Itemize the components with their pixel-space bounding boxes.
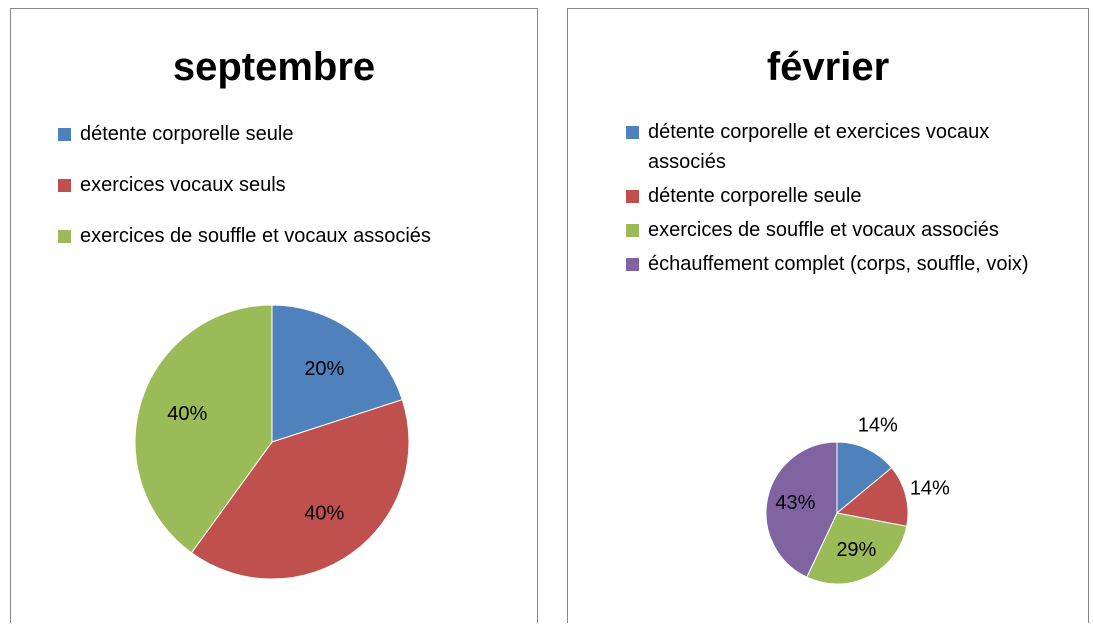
legend-item: détente corporelle et exercices vocaux a… — [626, 117, 1066, 177]
data-label: 40% — [304, 502, 344, 524]
legend-swatch — [626, 224, 639, 237]
pie-slice — [765, 441, 838, 578]
pie-slice — [806, 512, 908, 585]
legend-label: détente corporelle seule — [80, 123, 294, 145]
data-label: 14% — [858, 415, 898, 437]
chart-panel: septembre détente corporelle seule exerci… — [10, 8, 538, 623]
chart-title: septembre — [172, 45, 376, 89]
chart-panel: février détente corporelle et exercices … — [567, 8, 1089, 623]
pie-slice — [836, 441, 893, 515]
legend-swatch — [626, 258, 639, 271]
pie-slice — [134, 304, 273, 554]
data-label: 43% — [775, 492, 815, 514]
legend: détente corporelle et exercices vocaux a… — [626, 117, 1066, 283]
pie: 20% 40% 40% — [134, 304, 410, 580]
legend-label: détente corporelle seule — [648, 185, 862, 207]
pie: 14% 14% 29% 43% — [765, 415, 950, 585]
legend-item: exercices de souffle et vocaux associés — [58, 221, 528, 251]
legend-swatch — [58, 230, 71, 243]
legend: détente corporelle seule exercices vocaux… — [58, 119, 528, 272]
legend-item: échauffement complet (corps, souffle, vo… — [626, 249, 1066, 279]
chart-title: février — [766, 45, 890, 89]
legend-item: exercices vocaux seuls — [58, 170, 528, 200]
legend-item: exercices de souffle et vocaux associés — [626, 215, 1066, 245]
legend-swatch — [58, 128, 71, 141]
pie-slice — [190, 399, 410, 580]
data-label: 20% — [304, 358, 344, 380]
legend-item: détente corporelle seule — [626, 181, 1066, 211]
legend-swatch — [58, 179, 71, 192]
legend-label: échauffement complet (corps, souffle, vo… — [648, 253, 1029, 275]
legend-label: exercices vocaux seuls — [80, 174, 286, 196]
legend-label: exercices de souffle et vocaux associés — [80, 225, 431, 247]
legend-swatch — [626, 190, 639, 203]
data-label: 29% — [836, 539, 876, 561]
data-label: 40% — [167, 403, 207, 425]
pie-slice — [835, 467, 909, 527]
legend-label: exercices de souffle et vocaux associés — [648, 219, 999, 241]
legend-swatch — [626, 126, 639, 139]
data-label: 14% — [910, 477, 950, 499]
legend-item: détente corporelle seule — [58, 119, 528, 149]
pie-slice — [271, 304, 403, 443]
legend-label: détente corporelle et exercices vocaux a… — [648, 121, 990, 173]
